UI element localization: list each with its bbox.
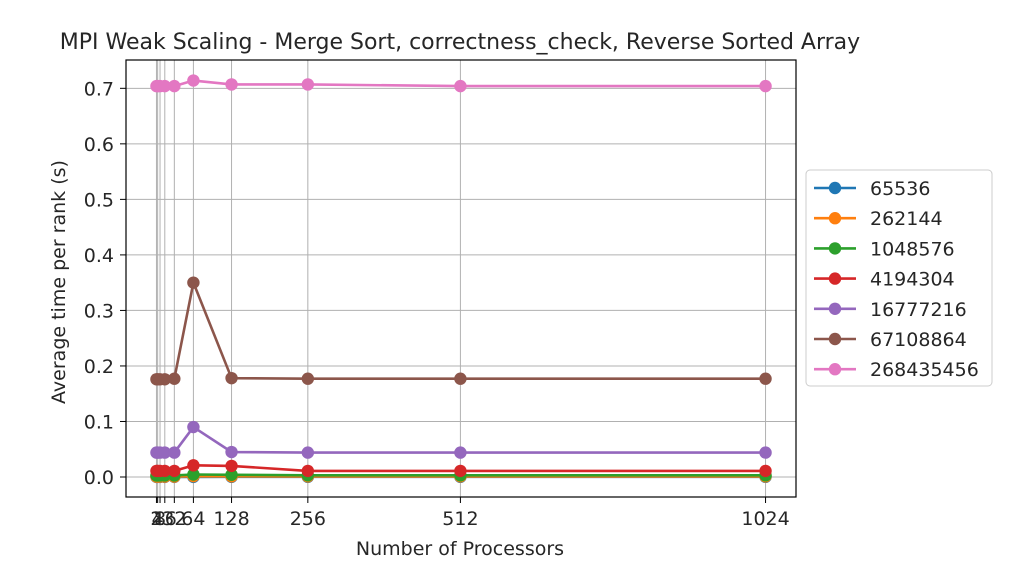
series-4194304 [150, 459, 772, 478]
data-point [225, 445, 238, 459]
data-point [454, 79, 467, 93]
data-point [301, 446, 315, 459]
series-67108864 [150, 276, 772, 386]
x-tick-label: 1024 [741, 508, 789, 530]
legend-marker [828, 332, 842, 346]
data-point [158, 464, 171, 478]
data-point [301, 372, 315, 385]
data-point [759, 464, 772, 478]
y-tick-label: 0.6 [84, 134, 114, 156]
x-tick-label: 16 [153, 508, 177, 530]
series-line [156, 281, 766, 381]
legend-label: 4194304 [870, 269, 955, 291]
data-point [759, 372, 772, 385]
y-axis-label: Average time per rank (s) [48, 160, 70, 404]
y-tick-label: 0.7 [84, 78, 114, 100]
x-tick-label: 2 [150, 508, 162, 530]
legend-marker [828, 302, 842, 315]
y-tick-label: 0.5 [84, 189, 114, 211]
chart-title: MPI Weak Scaling - Merge Sort, correctne… [60, 30, 860, 55]
data-point [759, 446, 772, 459]
x-tick-label: 256 [290, 508, 326, 530]
grid-lines [126, 60, 796, 497]
legend-item: 4194304 [814, 269, 955, 291]
data-point [454, 446, 467, 459]
series-16777216 [150, 420, 772, 459]
legend-item: 1048576 [814, 238, 955, 260]
x-tick-label: 128 [213, 508, 249, 530]
y-tick-label: 0.0 [84, 467, 114, 489]
y-tick-label: 0.4 [84, 245, 114, 267]
legend-marker [828, 242, 842, 255]
data-point [759, 79, 772, 93]
data-point [187, 74, 200, 87]
y-tick-label: 0.2 [84, 356, 114, 378]
legend-item: 268435456 [814, 359, 979, 381]
x-tick-label: 8 [154, 508, 166, 530]
legend-label: 268435456 [870, 359, 979, 381]
data-point [225, 468, 238, 481]
data-point [187, 420, 200, 434]
x-tick-label: 64 [181, 508, 205, 530]
data-point [301, 78, 315, 91]
legend-label: 262144 [870, 208, 943, 230]
x-tick-label: 512 [442, 508, 478, 530]
legend-marker [828, 181, 842, 195]
data-point [225, 78, 238, 91]
data-point [187, 468, 200, 481]
legend-marker [828, 363, 842, 376]
series-268435456 [150, 74, 772, 93]
legend-marker [828, 212, 842, 225]
legend-box [805, 169, 993, 387]
x-tick-label: 4 [152, 508, 164, 530]
data-point [187, 459, 200, 472]
legend-label: 16777216 [870, 299, 967, 321]
data-point [168, 464, 181, 478]
legend-item: 16777216 [814, 299, 967, 321]
x-axis-label: Number of Processors [356, 538, 564, 560]
data-point [168, 372, 181, 385]
data-point [225, 459, 238, 473]
data-point [225, 371, 238, 385]
y-tick-label: 0.1 [84, 411, 114, 433]
legend-marker [828, 272, 842, 285]
data-point [158, 446, 171, 459]
data-point [454, 372, 467, 385]
data-point [168, 79, 181, 93]
legend-item: 67108864 [814, 329, 967, 351]
legend-label: 1048576 [870, 238, 955, 260]
legend-item: 65536 [814, 178, 930, 200]
x-tick-label: 32 [162, 508, 186, 530]
y-axis-ticks: 0.0 0.1 0.2 0.3 0.4 0.5 0.6 0.7 [84, 78, 126, 489]
legend: 65536 262144 1048576 4194304 16777216 6710886… [805, 169, 993, 387]
data-point [301, 464, 315, 478]
data-point [187, 276, 200, 289]
y-tick-label: 0.3 [84, 300, 114, 322]
legend-item: 262144 [814, 208, 943, 230]
legend-label: 67108864 [870, 329, 967, 351]
series-layer [150, 74, 772, 484]
data-point [158, 373, 171, 386]
data-point [454, 464, 467, 478]
data-point [168, 446, 181, 459]
plot-frame [125, 59, 797, 498]
data-point [158, 79, 171, 93]
legend-label: 65536 [870, 178, 930, 200]
